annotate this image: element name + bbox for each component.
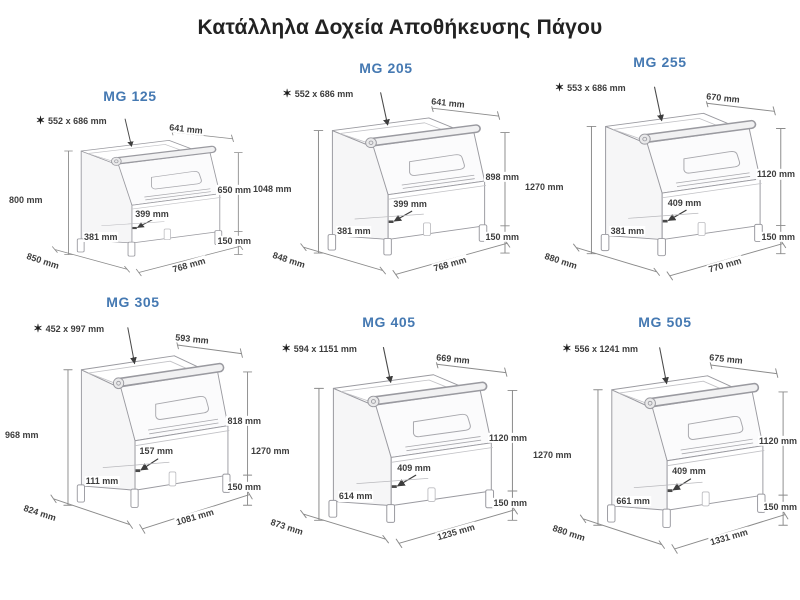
bin-diagram: ✶ 594 x 1151 mm 669 mm 1270 mm 1120 mm 15… [250,336,528,558]
right-height-dimension: 1120 mm [487,432,528,444]
footprint-star-icon: ✶ [562,342,572,355]
inner-width-dimension: 381 mm [82,231,119,243]
left-height-dimension: 968 mm [4,429,40,440]
right-height-dimension: 898 mm [484,171,520,182]
leg-height-dimension: 150 mm [216,235,252,246]
left-height-dimension: 1270 mm [524,182,565,193]
right-height-dimension: 1120 mm [755,169,796,180]
leg-height-dimension: 150 mm [492,497,528,508]
footprint-dimension: ✶ 552 x 686 mm [34,115,108,128]
footprint-star-icon: ✶ [281,342,291,355]
left-height-dimension: 800 mm [8,195,44,206]
bin-diagram: ✶ 556 x 1241 mm 675 mm 1270 mm 1120 mm 15… [532,336,798,564]
right-height-dimension: 1120 mm [757,435,798,447]
model-name: MG 255 [633,54,687,70]
footprint-value: 552 x 686 mm [48,116,107,127]
inner-depth-dimension: 157 mm [138,445,174,457]
footprint-dimension: ✶ 452 x 997 mm [32,322,106,336]
leg-height-dimension: 150 mm [484,231,520,242]
inner-depth-dimension: 399 mm [134,209,170,220]
model-name: MG 205 [359,60,413,76]
footprint-value: 552 x 686 mm [294,89,354,100]
leg-height-dimension: 150 mm [226,481,262,493]
left-height-dimension: 1270 mm [532,449,573,460]
leg-height-dimension: 150 mm [760,231,796,242]
footprint-value: 556 x 1241 mm [574,343,639,354]
unit-card-mg305: MG 305 ✶ 452 x 997 mm 593 mm 968 mm 818 m… [4,294,262,544]
inner-width-dimension: 111 mm [84,475,120,486]
footprint-star-icon: ✶ [33,322,43,335]
footprint-dimension: ✶ 552 x 686 mm [281,88,355,101]
left-height-dimension: 1270 mm [250,446,291,457]
inner-width-dimension: 614 mm [337,491,374,502]
model-name: MG 505 [638,314,692,330]
left-height-dimension: 1048 mm [252,183,293,195]
inner-depth-dimension: 409 mm [396,462,432,473]
unit-card-mg205: MG 205 ✶ 552 x 686 mm 641 mm 1048 mm 898 … [252,60,520,288]
footprint-value: 452 x 997 mm [45,323,105,334]
inner-depth-dimension: 409 mm [671,465,707,477]
footprint-star-icon: ✶ [554,82,565,95]
inner-width-dimension: 661 mm [615,495,651,506]
bin-diagram: ✶ 553 x 686 mm 670 mm 1270 mm 1120 mm 150… [524,76,796,290]
inner-depth-dimension: 409 mm [666,197,703,209]
bin-diagram: ✶ 452 x 997 mm 593 mm 968 mm 818 mm 150 m… [4,316,262,544]
footprint-star-icon: ✶ [282,88,292,101]
right-height-dimension: 650 mm [216,184,252,196]
model-name: MG 305 [106,294,160,310]
unit-card-mg405: MG 405 ✶ 594 x 1151 mm 669 mm 1270 mm 112… [250,314,528,558]
inner-depth-dimension: 399 mm [392,199,428,210]
bin-diagram: ✶ 552 x 686 mm 641 mm 800 mm 650 mm 150 m… [8,110,252,284]
footprint-dimension: ✶ 594 x 1151 mm [280,342,358,356]
unit-card-mg255: MG 255 ✶ 553 x 686 mm 670 mm 1270 mm 1120… [524,54,796,290]
right-height-dimension: 818 mm [226,415,262,427]
unit-card-mg505: MG 505 ✶ 556 x 1241 mm 675 mm 1270 mm 112… [532,314,798,564]
inner-width-dimension: 381 mm [609,225,646,237]
footprint-dimension: ✶ 556 x 1241 mm [561,342,640,356]
footprint-star-icon: ✶ [35,115,46,128]
footprint-value: 594 x 1151 mm [293,343,357,354]
page-title: Κατάλληλα Δοχεία Αποθήκευσης Πάγου [197,16,603,39]
model-name: MG 405 [362,314,416,330]
leg-height-dimension: 150 mm [762,501,798,513]
unit-card-mg125: MG 125 ✶ 552 x 686 mm 641 mm 800 mm 650 m… [8,88,252,284]
footprint-dimension: ✶ 553 x 686 mm [553,82,627,96]
inner-width-dimension: 381 mm [336,226,372,237]
bin-diagram: ✶ 552 x 686 mm 641 mm 1048 mm 898 mm 150 … [252,82,520,288]
footprint-value: 553 x 686 mm [567,83,626,94]
model-name: MG 125 [103,88,157,104]
